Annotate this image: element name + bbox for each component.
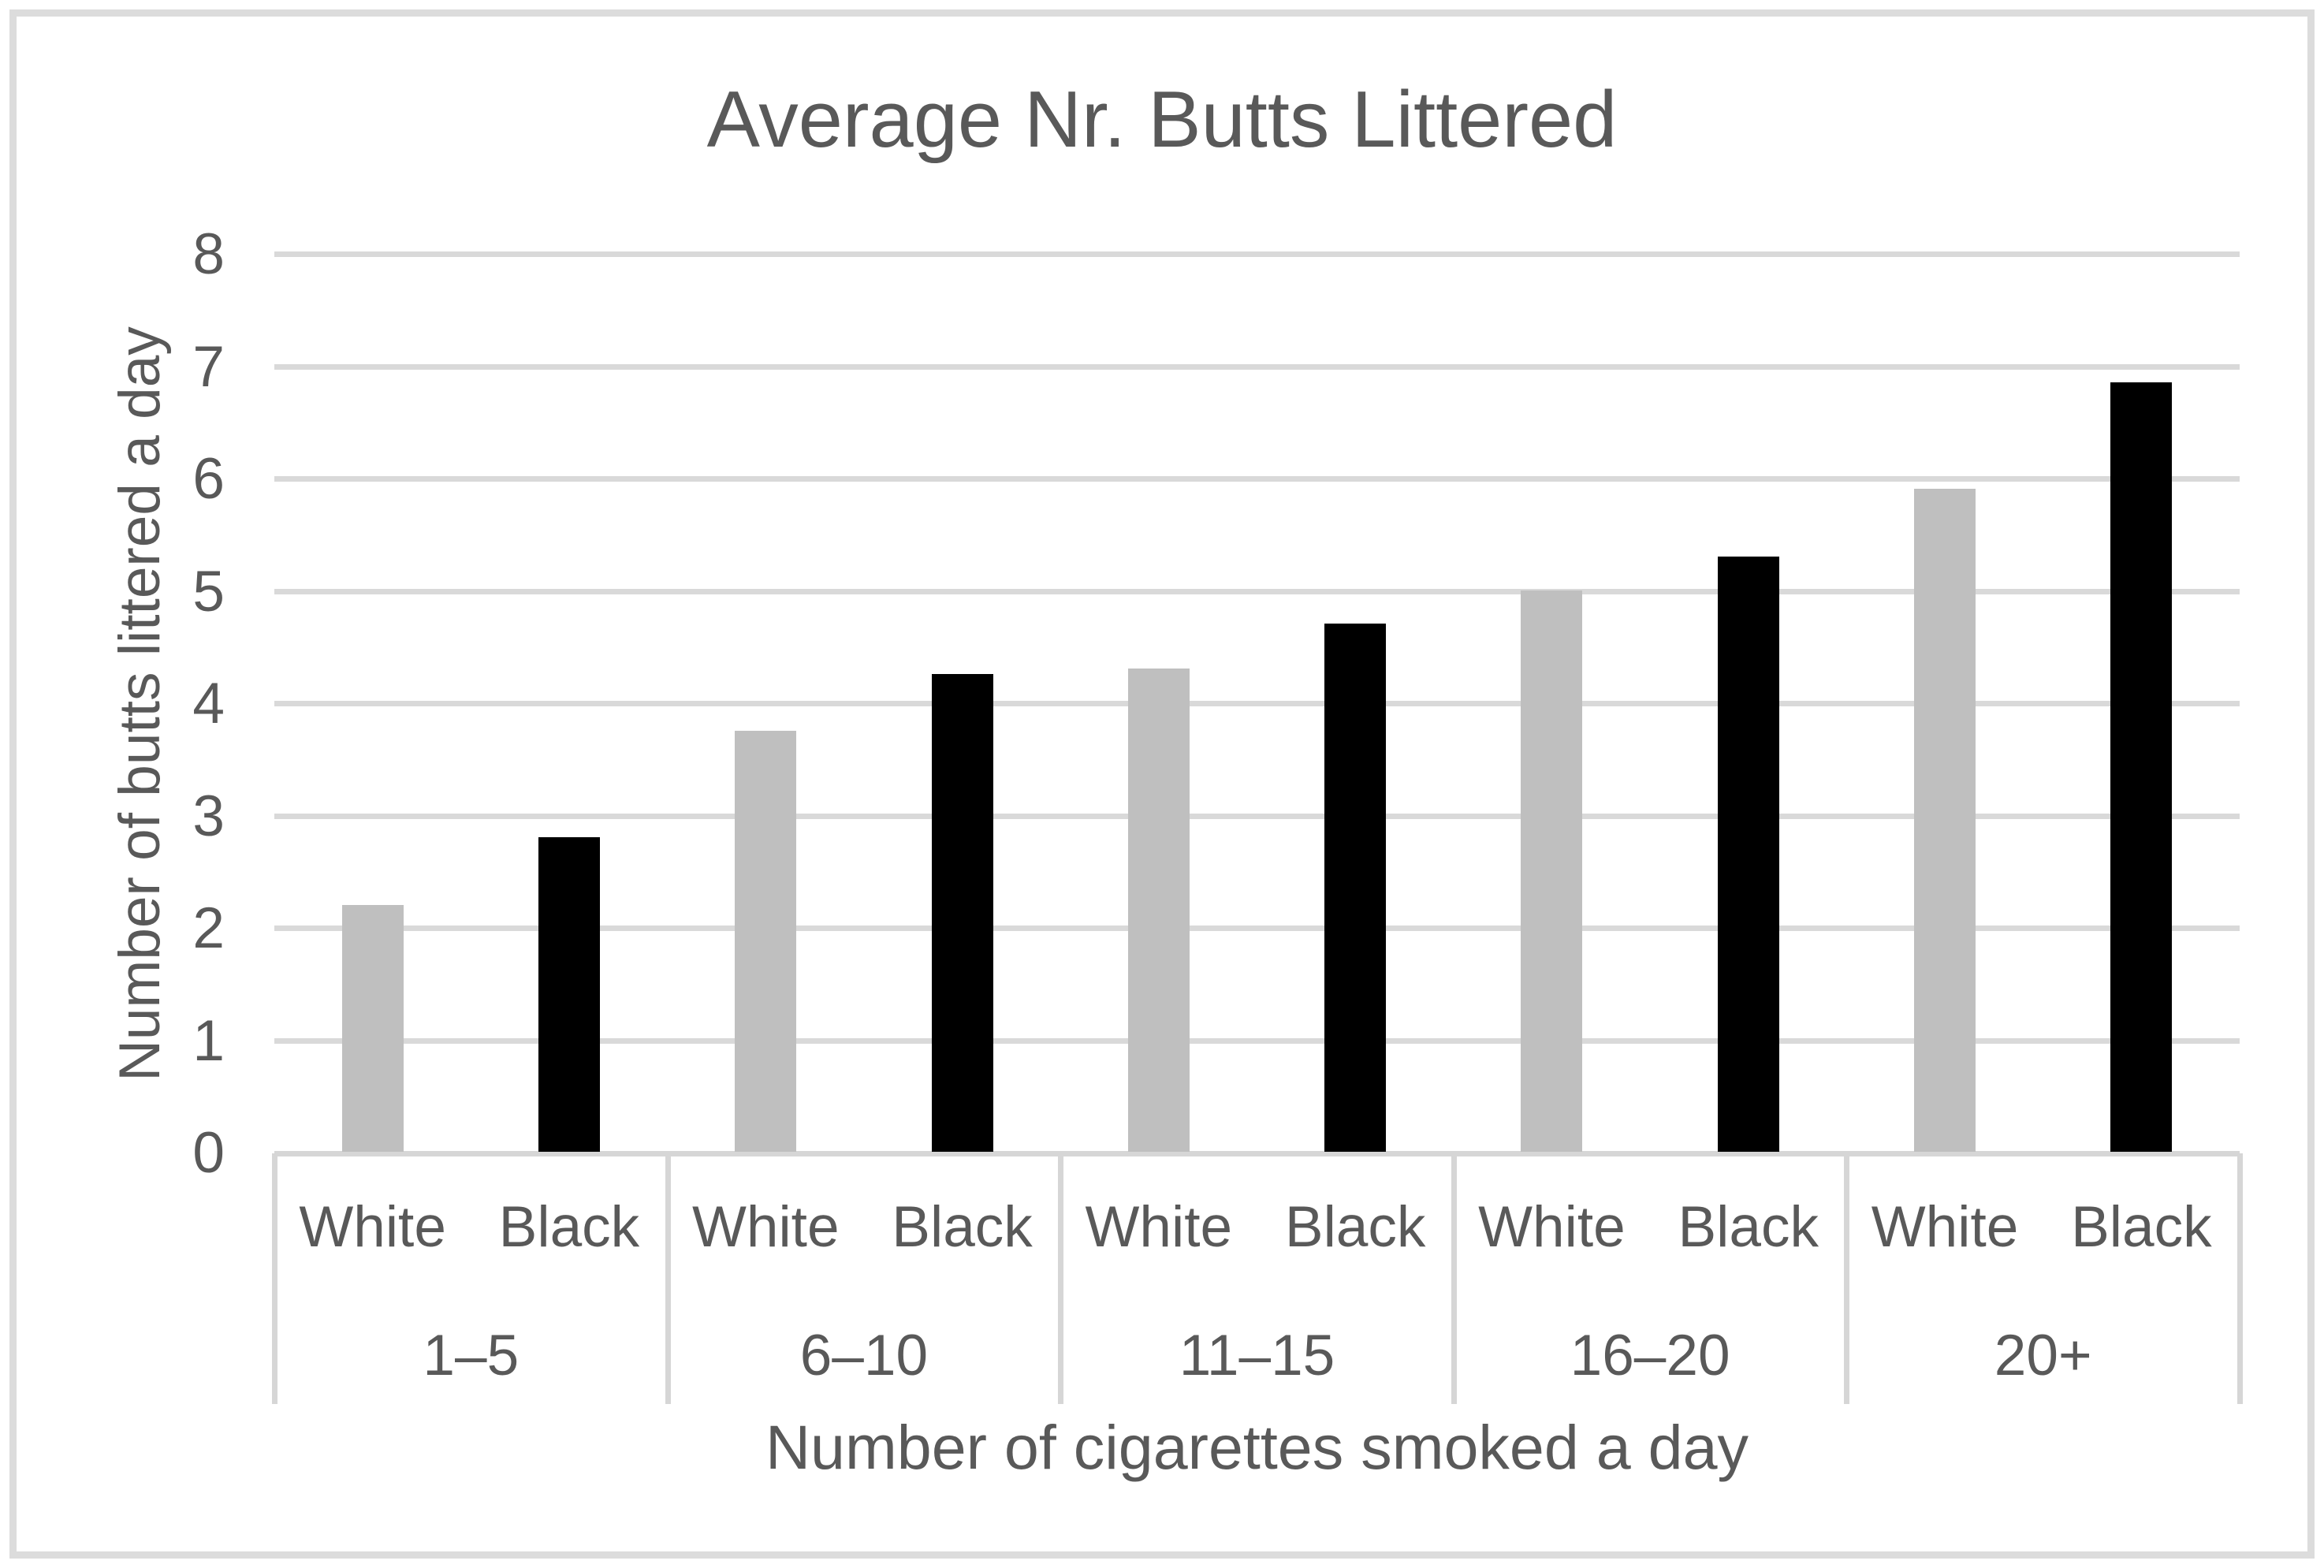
bar-white — [1127, 669, 1190, 1152]
series-label: White — [299, 1195, 446, 1259]
bar-black — [1717, 556, 1779, 1152]
gridline — [274, 251, 2240, 257]
bar-black — [2110, 382, 2173, 1152]
bar-white — [1521, 590, 1583, 1152]
group-divider — [665, 1153, 671, 1404]
gridline — [274, 813, 2240, 819]
y-tick-label: 7 — [192, 334, 225, 399]
bar-white — [1914, 489, 1976, 1152]
series-label: Black — [892, 1195, 1033, 1259]
y-tick-label: 8 — [192, 222, 225, 286]
bar-black — [538, 837, 600, 1152]
group-divider — [2237, 1153, 2243, 1404]
series-label: Black — [1678, 1195, 1819, 1259]
gridline — [274, 701, 2240, 706]
series-label: Black — [498, 1195, 640, 1259]
group-divider — [1844, 1153, 1850, 1404]
bar-white — [735, 730, 797, 1152]
gridline — [274, 1037, 2240, 1044]
y-tick-label: 3 — [192, 784, 225, 848]
x-axis-title: Number of cigarettes smoked a day — [765, 1412, 1749, 1482]
y-tick-label: 5 — [192, 559, 225, 624]
series-label: White — [1871, 1195, 2019, 1259]
gridline — [274, 363, 2240, 370]
series-label: White — [1478, 1195, 1626, 1259]
category-label: 11–15 — [1179, 1324, 1335, 1387]
y-tick-label: 2 — [192, 896, 225, 960]
gridline — [274, 926, 2240, 931]
bar-white — [341, 904, 404, 1152]
series-label: White — [1085, 1195, 1233, 1259]
bar-black — [931, 674, 993, 1152]
gridline — [274, 476, 2240, 482]
category-label: 1–5 — [423, 1324, 520, 1387]
category-label: 20+ — [1994, 1324, 2092, 1387]
gridline — [274, 588, 2240, 594]
series-label: White — [691, 1195, 840, 1259]
group-divider — [272, 1153, 277, 1404]
y-tick-label: 4 — [192, 672, 225, 736]
chart-frame-border — [9, 9, 2315, 1559]
group-divider — [1451, 1153, 1457, 1404]
x-axis-line — [274, 1151, 2240, 1156]
y-tick-label: 6 — [192, 447, 225, 511]
category-label: 6–10 — [799, 1324, 929, 1387]
y-tick-label: 1 — [192, 1008, 225, 1073]
group-divider — [1058, 1153, 1064, 1404]
y-tick-label: 0 — [192, 1121, 225, 1185]
series-label: Black — [1284, 1195, 1426, 1259]
series-label: Black — [2071, 1195, 2212, 1259]
bar-black — [1324, 624, 1387, 1152]
chart-title: Average Nr. Butts Littered — [706, 76, 1618, 164]
category-label: 16–20 — [1570, 1324, 1730, 1387]
